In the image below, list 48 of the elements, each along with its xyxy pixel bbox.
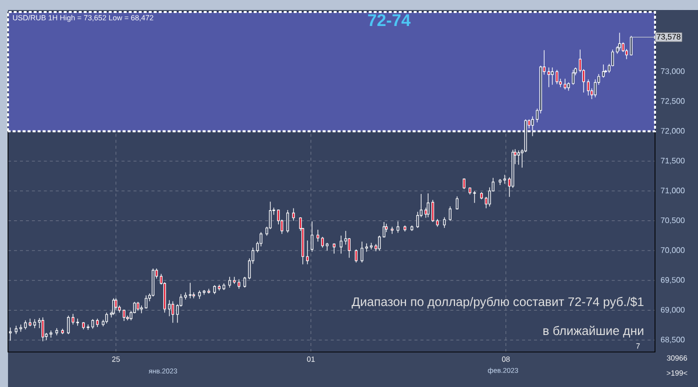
candlestick bbox=[630, 36, 633, 56]
candlestick bbox=[168, 300, 171, 317]
candlestick bbox=[144, 294, 148, 309]
candlestick bbox=[67, 315, 70, 334]
candlestick bbox=[310, 221, 314, 252]
candlestick bbox=[416, 211, 420, 228]
candlestick bbox=[426, 192, 430, 218]
candlestick bbox=[91, 318, 94, 330]
candlestick bbox=[360, 241, 364, 263]
candlestick bbox=[238, 278, 240, 290]
candlestick bbox=[243, 276, 246, 288]
candlestick bbox=[456, 196, 458, 210]
candlestick bbox=[50, 330, 52, 338]
band-label: 72-74 bbox=[368, 14, 411, 26]
candlestick bbox=[306, 240, 309, 265]
candlestick bbox=[547, 67, 550, 88]
candlestick bbox=[618, 32, 621, 52]
candlestick bbox=[28, 318, 32, 327]
candlestick bbox=[443, 216, 446, 228]
candlestick bbox=[316, 229, 320, 242]
candlestick bbox=[431, 200, 434, 222]
candlestick bbox=[556, 70, 558, 85]
candlestick bbox=[340, 235, 342, 254]
candlestick bbox=[228, 276, 232, 288]
candlestick bbox=[517, 150, 520, 166]
candlestick bbox=[602, 64, 605, 78]
candlestick bbox=[594, 79, 597, 98]
candlestick bbox=[382, 222, 386, 238]
candlestick bbox=[572, 70, 575, 86]
candlestick bbox=[8, 327, 12, 342]
candlestick bbox=[396, 221, 400, 234]
annotation: в ближайшие дни bbox=[543, 326, 644, 338]
candlestick bbox=[140, 305, 143, 314]
candlestick bbox=[321, 236, 324, 248]
candlestick bbox=[286, 210, 290, 234]
candlestick bbox=[448, 206, 452, 222]
candlestick bbox=[473, 190, 476, 204]
candlestick bbox=[171, 300, 174, 324]
annotation: Диапазон по доллар/рублю составит 72-74 руб./$1 bbox=[352, 296, 644, 309]
candlestick bbox=[292, 208, 295, 222]
candlestick bbox=[354, 249, 358, 263]
candlestick bbox=[105, 312, 108, 324]
candlestick bbox=[348, 238, 351, 258]
candlestick bbox=[586, 79, 590, 96]
candlestick bbox=[72, 313, 74, 325]
candlestick bbox=[378, 235, 381, 251]
candlestick bbox=[41, 317, 44, 342]
candlestick bbox=[550, 67, 554, 86]
